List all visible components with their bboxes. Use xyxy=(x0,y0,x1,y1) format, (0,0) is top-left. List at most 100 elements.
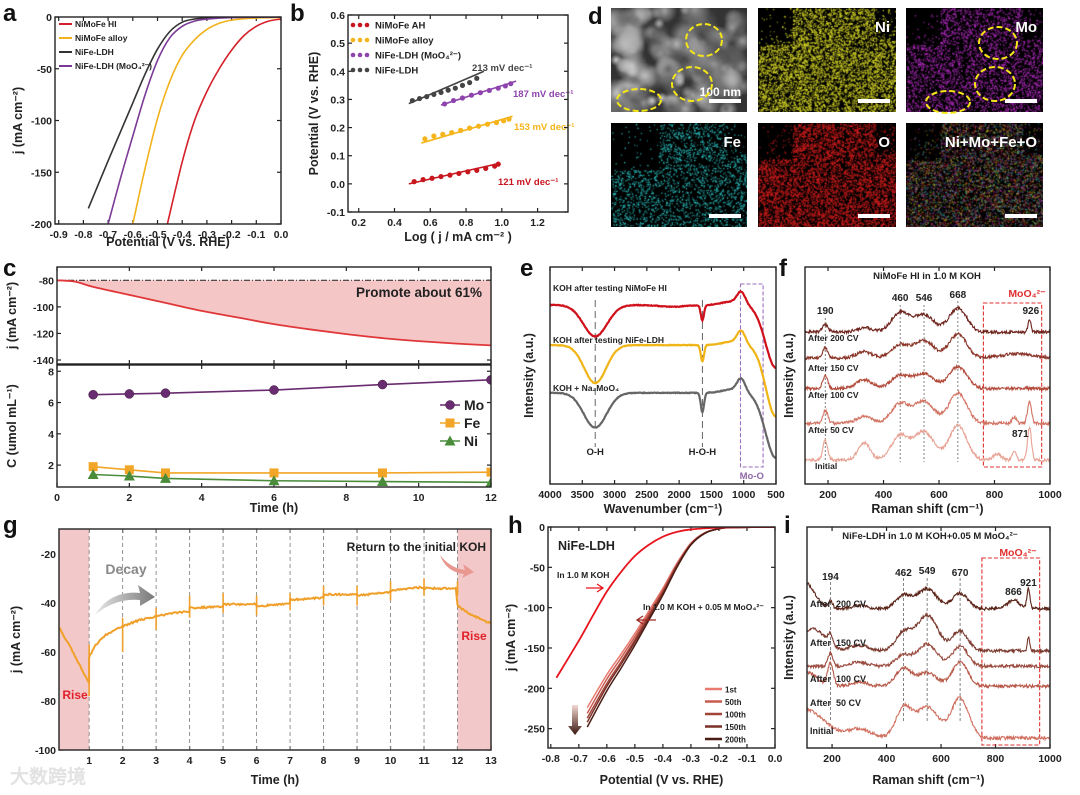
peak-label: 462 xyxy=(895,568,912,579)
trace-label: KOH + Na₂MoO₄ xyxy=(553,383,619,393)
y-tick-label: -40 xyxy=(41,598,56,610)
x-tick-label: -0.2 xyxy=(710,753,728,765)
legend-label: NiMoFe alloy xyxy=(375,36,434,47)
x-tick-label: 400 xyxy=(878,753,896,765)
cycle-curve xyxy=(586,527,775,714)
x-tick-label: 10 xyxy=(385,755,397,767)
data-point xyxy=(441,101,448,107)
x-tick-label: 12 xyxy=(452,755,464,767)
y-tick-label: 0 xyxy=(46,12,52,24)
legend-marker xyxy=(357,52,363,58)
spectrum-line xyxy=(805,363,1050,392)
y-tick-label: 0.1 xyxy=(330,151,345,163)
tafel-slope-label: 187 mV dec⁻¹ xyxy=(513,89,573,100)
x-tick-label: -0.6 xyxy=(598,753,616,765)
legend-label: 200th xyxy=(725,736,746,745)
legend-label: Mo xyxy=(464,397,484,413)
x-tick-label: -0.1 xyxy=(738,753,756,765)
x-tick-label: 4 xyxy=(199,492,205,504)
legend-marker xyxy=(357,22,363,28)
data-point xyxy=(445,87,451,93)
data-point xyxy=(422,136,428,142)
x-tick-label: 1000 xyxy=(1038,753,1062,765)
x-tick-label: 3 xyxy=(153,755,159,767)
data-point xyxy=(449,130,455,136)
circle-marker xyxy=(124,389,135,399)
square-marker xyxy=(378,468,387,478)
plot-frame xyxy=(549,266,777,485)
y-tick-label: -100 xyxy=(31,116,52,128)
decay-label: Decay xyxy=(105,561,146,577)
element-label: Fe xyxy=(723,134,741,151)
y-axis-title: Potential (V vs. RHE) xyxy=(307,52,321,176)
peak-label: 549 xyxy=(919,566,936,577)
legend-label: NiMoFe alloy xyxy=(75,33,128,43)
series-line xyxy=(93,465,491,474)
y-axis-title: Intensity (a.u.) xyxy=(782,595,796,680)
legend-marker xyxy=(350,37,356,43)
x-tick-label: 600 xyxy=(930,489,948,501)
decay-arrow-icon xyxy=(95,585,155,615)
x-tick-label: 12 xyxy=(485,492,497,504)
y-tick-label: 0.0 xyxy=(330,179,345,191)
data-point xyxy=(467,125,473,131)
x-tick-label: 6 xyxy=(254,755,260,767)
mo-map xyxy=(906,8,1043,112)
plot-area xyxy=(550,283,776,468)
molybdate-annotation: In 1.0 M KOH + 0.05 M MoO₄²⁻ xyxy=(643,602,764,612)
x-tick-label: 11 xyxy=(418,755,429,767)
x-tick-label: 4000 xyxy=(538,489,562,501)
triangle-marker xyxy=(87,468,99,479)
x-tick-label: 0.4 xyxy=(387,217,402,229)
data-point xyxy=(429,175,435,181)
hoh-band-label: H-O-H xyxy=(689,447,717,458)
panel-h: -0.8 -0.7 -0.6 -0.5 -0.4 -0.3 -0.2 -0.1 0.0 0 -50 -… xyxy=(504,522,782,787)
koh-annotation: In 1.0 M KOH xyxy=(557,570,609,580)
element-label: Ni xyxy=(875,19,890,36)
spectrum-line xyxy=(807,695,1050,742)
plot-area xyxy=(59,529,491,750)
chart-title: NiFe-LDH in 1.0 M KOH+0.05 M MoO₄²⁻ xyxy=(842,531,1018,542)
x-tick-label: -0.2 xyxy=(223,229,241,241)
panel-c-bottom: 0 2 4 6 8 10 12 2 4 6 8 Time (h) C (umol mL⁻¹) Mo Fe Ni xyxy=(5,364,497,515)
panel-label-b: b xyxy=(290,0,305,27)
circle-marker xyxy=(269,385,279,395)
data-point xyxy=(484,121,491,127)
y-tick-label: -200 xyxy=(524,683,545,695)
watermark-logo: 大数跨境 xyxy=(10,765,86,788)
fe-map xyxy=(611,123,747,227)
peak-label: 670 xyxy=(952,568,969,579)
legend-marker xyxy=(350,22,356,28)
o-map xyxy=(758,123,896,227)
molybdate-highlight-box xyxy=(981,557,1041,746)
element-label: Ni+Mo+Fe+O xyxy=(945,134,1037,151)
panel-label-d: d xyxy=(588,3,603,30)
y-axis-title: j (mA cm⁻²) xyxy=(5,282,19,350)
circle-marker xyxy=(486,375,491,385)
circle-marker xyxy=(377,379,388,390)
y-tick-label: 6 xyxy=(48,398,54,410)
return-koh-label: Return to the initial KOH xyxy=(347,540,486,554)
x-tick-label: -0.7 xyxy=(570,753,588,765)
molybdate-label: MoO₄²⁻ xyxy=(1008,288,1046,300)
data-point xyxy=(416,95,423,102)
highlight-ellipse xyxy=(925,90,971,114)
scale-bar-label: 100 nm xyxy=(700,85,741,99)
x-axis-title: Time (h) xyxy=(251,773,299,787)
data-point xyxy=(483,165,489,171)
y-axis-title: j (mA cm⁻²) xyxy=(504,604,518,672)
triangle-marker xyxy=(160,472,171,483)
x-axis-title: Raman shift (cm⁻¹) xyxy=(872,773,984,787)
legend-label: 1st xyxy=(725,686,737,695)
x-tick-label: 5 xyxy=(220,755,226,767)
scale-bar xyxy=(858,99,890,103)
y-tick-label: -60 xyxy=(41,647,56,659)
y-tick-label: -140 xyxy=(33,355,54,367)
chart-title: NiFe-LDH xyxy=(558,539,615,553)
tafel-slope-label: 153 mV dec⁻¹ xyxy=(514,122,574,133)
y-tick-label: -50 xyxy=(37,64,52,76)
data-point xyxy=(456,170,462,177)
y-tick-label: -50 xyxy=(530,562,545,574)
legend-marker xyxy=(357,37,363,43)
